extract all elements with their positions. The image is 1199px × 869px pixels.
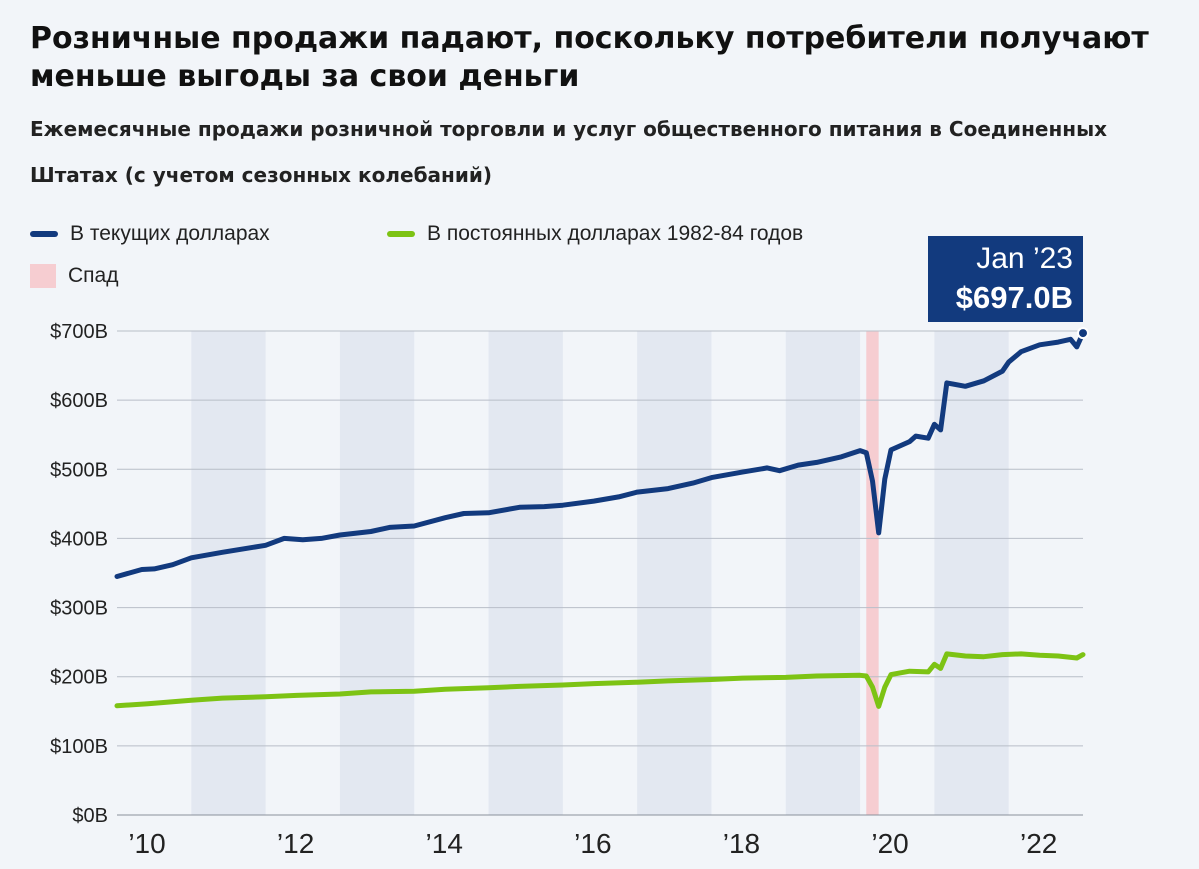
y-tick-label: $300B <box>50 598 108 620</box>
callout-value: $697.0B <box>955 280 1073 315</box>
y-tick-label: $100B <box>50 736 108 758</box>
chart-title: Розничные продажи падают, поскольку потр… <box>30 21 1149 94</box>
year-band-2017 <box>637 331 712 815</box>
legend-label-real: В постоянных долларах 1982-84 годов <box>427 222 804 245</box>
chart-subtitle: Ежемесячные продажи розничной торговли и… <box>30 117 1108 187</box>
x-tick-label: ’12 <box>277 828 314 859</box>
y-tick-label: $500B <box>50 459 108 481</box>
latest-value-callout: Jan ’23 $697.0B <box>928 236 1083 322</box>
legend-swatch-recession <box>30 264 56 288</box>
legend-label-recession: Спад <box>68 264 119 287</box>
y-tick-label: $600B <box>50 390 108 412</box>
x-tick-label: ’14 <box>426 828 463 859</box>
legend-swatch-nominal <box>30 231 58 237</box>
legend-item-recession: Спад <box>30 264 118 288</box>
x-tick-label: ’20 <box>871 828 908 859</box>
legend-item-nominal: В текущих долларах <box>30 222 270 246</box>
x-tick-label: ’10 <box>128 828 165 859</box>
x-tick-label: ’16 <box>574 828 611 859</box>
y-tick-label: $700B <box>50 321 108 343</box>
y-tick-label: $0B <box>72 805 108 827</box>
legend-item-real: В постоянных долларах 1982-84 годов <box>387 222 803 246</box>
legend-label-nominal: В текущих долларах <box>70 222 270 245</box>
series-line-nominal <box>114 330 1086 579</box>
legend-swatch-real <box>387 231 415 237</box>
series-line-real <box>114 651 1086 709</box>
callout-date: Jan ’23 <box>976 242 1073 275</box>
year-band-2011 <box>191 331 266 815</box>
latest-point-marker <box>1077 327 1089 340</box>
y-tick-label: $400B <box>50 528 108 550</box>
year-band-2019 <box>785 331 861 815</box>
year-band-2015 <box>488 331 563 815</box>
x-tick-label: ’22 <box>1020 828 1057 859</box>
recession-band <box>866 331 879 815</box>
x-tick-label: ’18 <box>723 828 760 859</box>
year-band-2021 <box>934 331 1009 815</box>
year-band-2013 <box>339 331 415 815</box>
y-tick-label: $200B <box>50 667 108 689</box>
